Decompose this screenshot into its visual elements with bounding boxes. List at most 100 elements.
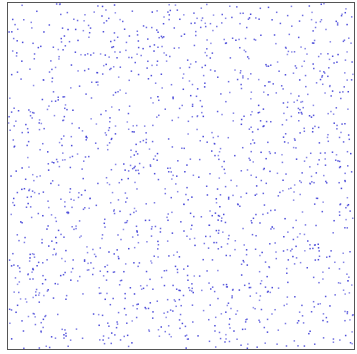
scatter-point (305, 85, 307, 88)
scatter-point (21, 167, 23, 169)
scatter-point (78, 236, 81, 239)
scatter-point (18, 267, 21, 269)
scatter-point (25, 301, 28, 303)
scatter-point (63, 115, 66, 118)
scatter-point (224, 185, 227, 188)
scatter-point (236, 6, 238, 8)
scatter-point (243, 244, 245, 246)
scatter-point (293, 101, 295, 103)
scatter-point (161, 45, 163, 48)
scatter-point (83, 20, 85, 22)
scatter-point (243, 49, 246, 52)
scatter-point (133, 246, 136, 249)
scatter-point (322, 278, 324, 280)
scatter-point (13, 125, 15, 127)
scatter-point (287, 142, 289, 144)
scatter-point (38, 301, 41, 303)
scatter-point (275, 11, 278, 14)
scatter-point (187, 265, 189, 267)
scatter-point (51, 80, 53, 83)
scatter-point (12, 197, 15, 200)
scatter-point (218, 229, 220, 232)
scatter-point (342, 141, 345, 143)
scatter-point (262, 108, 265, 110)
scatter-point (42, 191, 45, 193)
scatter-point (27, 202, 29, 205)
scatter-point (46, 108, 49, 111)
scatter-point (338, 214, 341, 216)
scatter-point (120, 279, 123, 282)
scatter-point (209, 235, 212, 238)
scatter-point (224, 172, 226, 175)
scatter-point (120, 178, 123, 181)
scatter-point (63, 96, 66, 98)
scatter-point (285, 47, 287, 50)
scatter-point (244, 328, 247, 330)
scatter-point (126, 121, 129, 123)
scatter-point (312, 30, 314, 32)
scatter-point (57, 313, 59, 316)
scatter-point (119, 18, 121, 21)
scatter-point (284, 217, 286, 220)
scatter-point (95, 255, 97, 258)
scatter-point (65, 249, 67, 252)
scatter-point (235, 313, 237, 315)
scatter-point (319, 70, 321, 72)
scatter-point (125, 92, 127, 95)
scatter-point (127, 170, 130, 172)
scatter-point (146, 241, 148, 243)
scatter-point (309, 182, 311, 185)
scatter-point (41, 242, 43, 244)
scatter-point (166, 311, 169, 313)
scatter-point (317, 258, 320, 261)
scatter-point (338, 211, 341, 213)
scatter-point (196, 17, 198, 20)
scatter-point (42, 214, 44, 217)
scatter-point (106, 264, 109, 266)
scatter-point (214, 154, 216, 157)
scatter-point (95, 81, 98, 84)
scatter-point (260, 179, 263, 182)
scatter-point (102, 64, 105, 67)
scatter-point (299, 193, 301, 196)
plot-area (7, 2, 355, 350)
scatter-point (12, 252, 14, 255)
scatter-point (124, 221, 126, 224)
scatter-point (267, 94, 269, 96)
scatter-point (116, 57, 118, 59)
scatter-point (21, 4, 23, 7)
scatter-point (344, 179, 346, 182)
scatter-point (199, 139, 201, 142)
scatter-point (293, 137, 296, 140)
scatter-point (220, 93, 222, 95)
scatter-point (29, 257, 31, 259)
scatter-point (344, 59, 347, 61)
scatter-point (33, 179, 35, 182)
scatter-point (131, 342, 133, 344)
scatter-point (239, 12, 242, 15)
scatter-point (137, 303, 139, 305)
scatter-point (43, 31, 45, 33)
scatter-point (291, 25, 293, 27)
scatter-point (63, 334, 65, 336)
scatter-point (96, 71, 98, 74)
scatter-point (164, 330, 167, 333)
scatter-point (202, 115, 205, 118)
scatter-point (340, 131, 342, 134)
scatter-point (152, 102, 154, 104)
scatter-point (225, 100, 227, 103)
scatter-point (44, 314, 47, 317)
scatter-point (312, 114, 315, 117)
scatter-point (219, 205, 221, 208)
scatter-point (108, 251, 110, 253)
scatter-point (84, 14, 86, 16)
scatter-point (247, 18, 250, 20)
scatter-point (117, 311, 120, 314)
scatter-point (199, 26, 202, 29)
scatter-point (209, 304, 211, 306)
scatter-point (50, 214, 53, 216)
scatter-point (242, 259, 245, 262)
scatter-point (324, 152, 326, 154)
scatter-point (206, 39, 208, 41)
